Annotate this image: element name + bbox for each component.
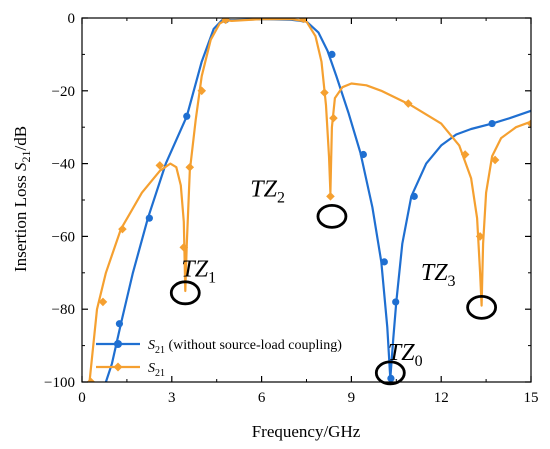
annotation-2-sub: 3 (448, 273, 456, 290)
annotation-0-sub: 1 (208, 269, 216, 286)
y-axis-label: Insertion Loss S21/dB (11, 126, 33, 272)
zero-marker-circle-1 (316, 203, 348, 229)
y-axis-label-var: S (11, 162, 30, 171)
annotation-3-var: TZ (388, 340, 415, 366)
annotation-3-sub: 0 (415, 353, 423, 370)
legend-label-0: S21 (without source-load coupling) (148, 338, 342, 356)
series-0-point (359, 150, 367, 159)
series-1-point (197, 86, 207, 96)
series-0-point (183, 112, 191, 120)
series-1-point (326, 192, 335, 201)
series-1 (86, 18, 531, 382)
annotation-0-var: TZ (181, 256, 208, 282)
zero-marker-circle-2 (466, 294, 498, 320)
annotation-2: TZ3 (421, 260, 456, 290)
y-tick-label: −40 (52, 157, 75, 173)
legend-label-1-var: S (148, 361, 155, 376)
series-1-point (118, 224, 127, 234)
x-axis-label: Frequency/GHz (252, 422, 361, 441)
legend-marker-0 (114, 340, 122, 348)
annotation-1-var: TZ (250, 176, 277, 202)
series-1-point (320, 88, 329, 97)
y-tick-label: −60 (52, 229, 75, 245)
series-1-point (185, 162, 195, 172)
x-tick-label: 12 (434, 390, 449, 406)
zero-marker-circle-0 (169, 280, 201, 306)
legend-label-0-var: S (148, 338, 155, 353)
series-1-point (155, 161, 165, 170)
y-axis-label-prefix: Insertion Loss (11, 171, 30, 272)
series-1-point (329, 113, 338, 123)
series-1-point (98, 297, 108, 307)
series-0-point (392, 298, 400, 306)
series-0-line (104, 18, 531, 382)
annotation-2-var: TZ (421, 260, 448, 286)
y-tick-label: 0 (68, 11, 76, 27)
series-1-point (475, 232, 485, 241)
series-1-line (88, 18, 531, 382)
series-1-point (490, 155, 500, 165)
annotation-0: TZ1 (181, 256, 216, 286)
legend-label-1-sub: 21 (155, 368, 165, 379)
x-tick-label: 15 (524, 390, 539, 406)
series-1-point (460, 150, 470, 159)
series-1-point (86, 377, 96, 382)
y-axis-label-suffix: /dB (11, 126, 30, 151)
y-axis-label-sub: 21 (19, 151, 33, 163)
legend-label-0-note: (without source-load coupling) (165, 338, 342, 353)
y-tick-label: −20 (52, 84, 75, 100)
legend-label-1: S21 (148, 361, 165, 379)
series-0-point (145, 214, 153, 222)
x-tick-label: 3 (168, 390, 176, 406)
plot-frame (81, 17, 532, 383)
series-1-point (221, 18, 230, 25)
series-0-point (410, 192, 418, 200)
series-1-point (179, 243, 189, 252)
series-1-point (299, 18, 308, 24)
series-0-point (387, 374, 395, 382)
x-tick-label: 9 (348, 390, 356, 406)
series-0-point (380, 258, 388, 266)
annotation-1-sub: 2 (277, 189, 285, 206)
series-0-point (115, 320, 124, 328)
legend: S21 (without source-load coupling)S21 (96, 338, 342, 379)
annotation-3: TZ0 (388, 340, 423, 370)
series-0 (104, 18, 531, 382)
zero-marker-circle-3 (374, 360, 406, 386)
series-1-point (526, 119, 531, 128)
x-tick-label: 6 (258, 390, 266, 406)
y-tick-label: −80 (52, 302, 75, 318)
x-tick-label: 0 (78, 390, 86, 406)
annotation-1: TZ2 (250, 176, 285, 206)
series-0-point (488, 119, 496, 128)
series-1-point (403, 99, 413, 108)
y-tick-label: −100 (44, 375, 75, 391)
series-0-point (328, 50, 336, 59)
legend-label-0-sub: 21 (155, 345, 165, 356)
legend-marker-1 (113, 362, 123, 372)
